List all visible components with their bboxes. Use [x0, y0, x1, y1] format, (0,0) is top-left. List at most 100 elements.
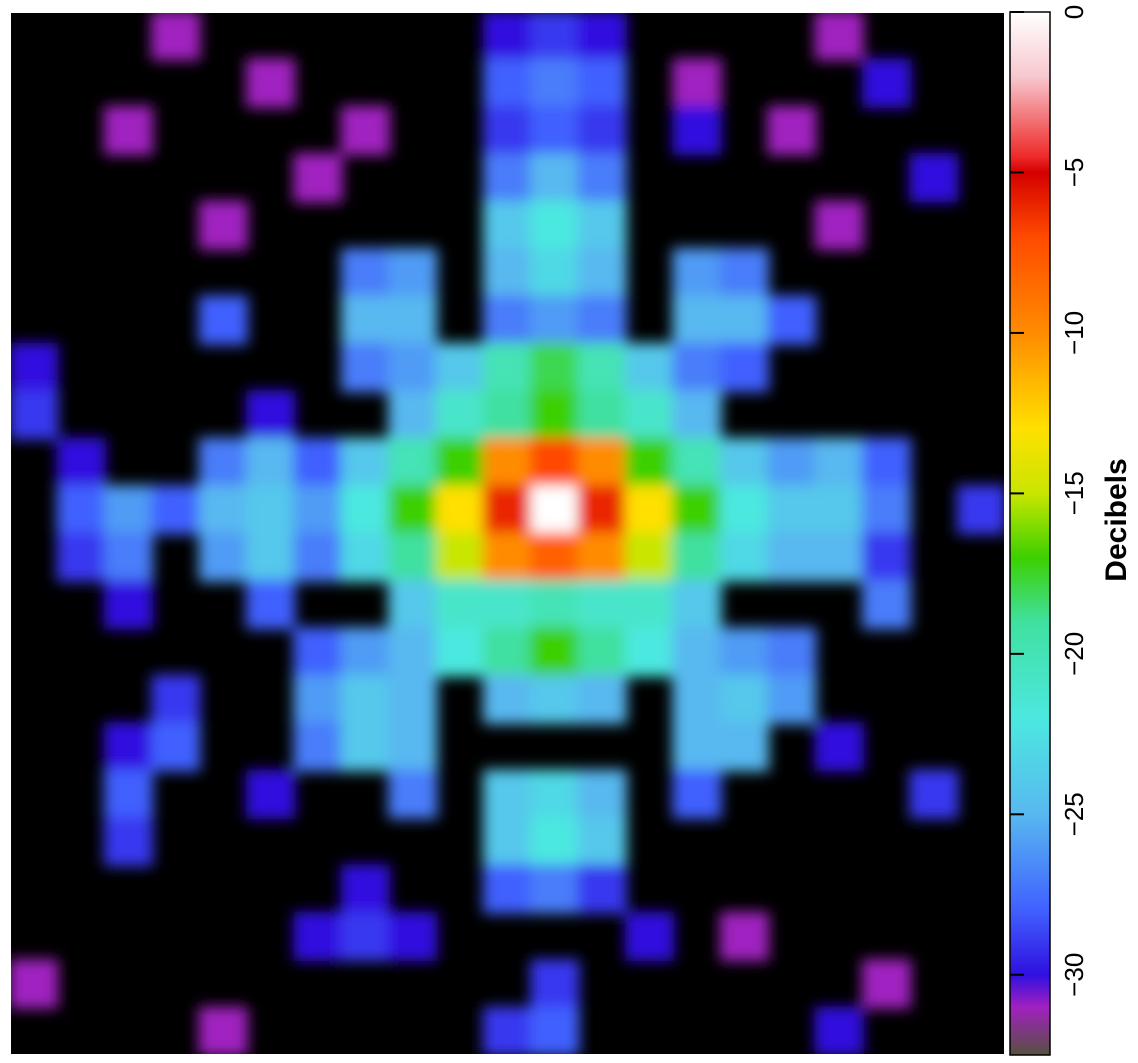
heatmap-cell: [9, 390, 58, 439]
heatmap-cell: [104, 817, 153, 866]
heatmap-cell: [720, 627, 769, 676]
heatmap-cell: [767, 485, 816, 534]
heatmap-cell: [483, 248, 532, 297]
heatmap-cell: [483, 106, 532, 155]
heatmap-cell: [814, 722, 863, 771]
heatmap-cell: [720, 295, 769, 344]
heatmap-cell: [530, 153, 579, 202]
heatmap-cell: [720, 248, 769, 297]
heatmap-cell: [578, 106, 627, 155]
heatmap-cell: [483, 580, 532, 629]
heatmap-cell: [246, 58, 295, 107]
heatmap-cell: [625, 390, 674, 439]
heatmap-cell: [293, 533, 342, 582]
heatmap-cell: [720, 912, 769, 961]
heatmap-cell: [625, 438, 674, 487]
heatmap-cell: [530, 770, 579, 819]
heatmap-cell: [483, 438, 532, 487]
colorbar-tick-label: −10: [1059, 311, 1089, 355]
heatmap-cell: [814, 533, 863, 582]
heatmap-cell: [293, 627, 342, 676]
heatmap-cell: [578, 11, 627, 60]
heatmap-cell: [672, 580, 721, 629]
heatmap-cell: [530, 11, 579, 60]
heatmap-cell: [104, 722, 153, 771]
heatmap-cell: [578, 485, 627, 534]
heatmap-cell: [530, 343, 579, 392]
heatmap-cell: [483, 295, 532, 344]
heatmap-cell: [767, 295, 816, 344]
heatmap-cell: [104, 106, 153, 155]
heatmap-cell: [530, 627, 579, 676]
heatmap-cell: [672, 295, 721, 344]
heatmap-cell: [104, 533, 153, 582]
heatmap-cell: [720, 438, 769, 487]
heatmap-cell: [388, 533, 437, 582]
heatmap-cell: [388, 675, 437, 724]
heatmap-cell: [672, 485, 721, 534]
heatmap-cell: [56, 485, 105, 534]
heatmap-cell: [672, 248, 721, 297]
heatmap-cell: [341, 343, 390, 392]
heatmap-cell: [530, 248, 579, 297]
heatmap-cell: [578, 533, 627, 582]
heatmap-cell: [672, 627, 721, 676]
heatmap-cell: [388, 770, 437, 819]
heatmap-cell: [341, 485, 390, 534]
heatmap-cell: [578, 343, 627, 392]
heatmap-cell: [530, 295, 579, 344]
heatmap-cell: [578, 627, 627, 676]
heatmap-cell: [672, 722, 721, 771]
heatmap-cell: [814, 485, 863, 534]
heatmap-cell: [530, 533, 579, 582]
heatmap-cell: [578, 58, 627, 107]
heatmap-cell: [199, 295, 248, 344]
heatmap-cell: [483, 864, 532, 913]
heatmap-cell: [435, 485, 484, 534]
heatmap-cell: [862, 58, 911, 107]
heatmap-cell: [246, 438, 295, 487]
heatmap-cell: [578, 390, 627, 439]
heatmap-cell: [578, 438, 627, 487]
heatmap-cell: [530, 390, 579, 439]
heatmap-cell: [530, 106, 579, 155]
colorbar-tick-label: −5: [1059, 158, 1089, 188]
heatmap-cell: [767, 675, 816, 724]
heatmap-cell: [814, 11, 863, 60]
heatmap-cell: [530, 58, 579, 107]
heatmap-cell: [199, 485, 248, 534]
heatmap-cell: [862, 485, 911, 534]
heatmap-cell: [530, 675, 579, 724]
heatmap-cell: [388, 580, 437, 629]
colorbar-tick-label: −20: [1059, 632, 1089, 676]
heatmap-cell: [767, 106, 816, 155]
heatmap-cell: [435, 580, 484, 629]
heatmap-cell: [104, 485, 153, 534]
heatmap-cell: [341, 295, 390, 344]
heatmap-cell: [246, 533, 295, 582]
heatmap-cell: [672, 58, 721, 107]
heatmap-cell: [483, 770, 532, 819]
heatmap-cell: [246, 580, 295, 629]
heatmap-cell: [483, 390, 532, 439]
heatmap-cell: [530, 438, 579, 487]
heatmap-cell: [151, 722, 200, 771]
heatmap-cell: [151, 675, 200, 724]
heatmap-cell: [909, 770, 958, 819]
heatmap-cell: [720, 675, 769, 724]
heatmap-cell: [388, 248, 437, 297]
heatmap-cell: [483, 153, 532, 202]
heatmap-cell: [625, 485, 674, 534]
heatmap-cell: [388, 343, 437, 392]
heatmap-cell: [483, 343, 532, 392]
heatmap-cell: [767, 627, 816, 676]
heatmap-cell: [341, 533, 390, 582]
heatmap-cell: [530, 580, 579, 629]
heatmap-cell: [720, 343, 769, 392]
heatmap-cell: [483, 58, 532, 107]
heatmap-cell: [199, 438, 248, 487]
heatmap-cell: [720, 485, 769, 534]
heatmap-cell: [293, 438, 342, 487]
heatmap-cell: [435, 627, 484, 676]
heatmap-cell: [672, 343, 721, 392]
